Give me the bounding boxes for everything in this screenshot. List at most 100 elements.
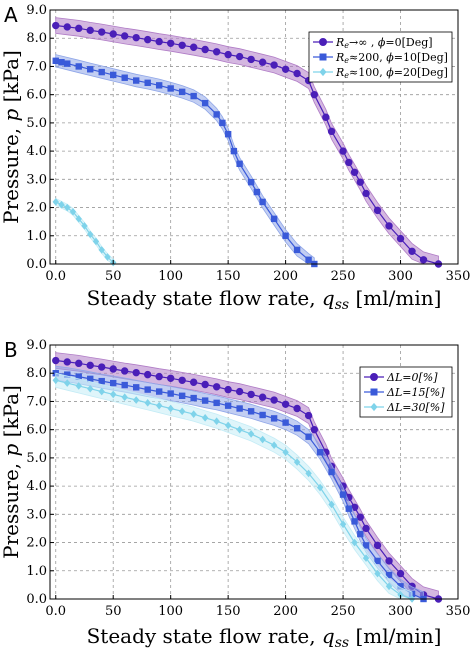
marker-diamond bbox=[121, 393, 128, 402]
y-tick-label: 8.0 bbox=[26, 31, 47, 46]
marker-circle bbox=[155, 372, 163, 381]
marker-circle bbox=[373, 541, 382, 550]
marker-square bbox=[52, 57, 59, 64]
marker-circle bbox=[235, 52, 244, 61]
marker-diamond bbox=[75, 382, 82, 390]
marker-square bbox=[339, 491, 347, 498]
marker-circle bbox=[121, 32, 129, 40]
y-tick-label: 4.0 bbox=[26, 144, 47, 159]
marker-square bbox=[219, 119, 226, 127]
marker-square bbox=[328, 468, 335, 476]
marker-diamond bbox=[374, 569, 381, 578]
marker-square bbox=[397, 583, 404, 590]
marker-diamond bbox=[236, 425, 243, 434]
marker-circle bbox=[293, 69, 301, 78]
marker-circle bbox=[396, 234, 405, 243]
legend-entry: ΔL=15[%] bbox=[364, 386, 445, 399]
marker-square bbox=[224, 402, 232, 409]
marker-circle bbox=[86, 26, 94, 35]
y-tick-label: 8.0 bbox=[26, 366, 47, 381]
marker-square bbox=[270, 415, 278, 422]
marker-square bbox=[155, 388, 163, 395]
marker-square bbox=[58, 59, 65, 66]
marker-circle bbox=[109, 30, 117, 38]
marker-circle bbox=[75, 359, 83, 368]
marker-diamond bbox=[351, 538, 358, 547]
marker-square bbox=[213, 399, 220, 407]
marker-square bbox=[362, 542, 370, 549]
x-tick-label: 200 bbox=[273, 604, 298, 619]
series-1 bbox=[52, 352, 443, 603]
marker-square bbox=[293, 425, 301, 432]
marker-diamond bbox=[52, 198, 59, 206]
marker-square bbox=[316, 449, 324, 456]
x-tick-label: 300 bbox=[388, 269, 413, 284]
y-tick-label: 9.0 bbox=[26, 3, 47, 18]
marker-circle bbox=[356, 513, 365, 521]
x-tick-label: 150 bbox=[216, 269, 241, 284]
legend-entry: ΔL=30[%] bbox=[364, 401, 445, 414]
x-tick-label: 250 bbox=[331, 269, 356, 284]
marker-circle bbox=[201, 380, 209, 389]
panel-B: B 0.0 50 100 150 200 250 300 350 0.0 1.0 2.0 3.0 4.0 5… bbox=[0, 338, 470, 651]
marker-circle bbox=[63, 358, 71, 366]
marker-square bbox=[213, 111, 220, 118]
marker-circle bbox=[52, 356, 60, 365]
marker-diamond bbox=[155, 401, 163, 410]
marker-circle bbox=[235, 387, 244, 396]
marker-diamond bbox=[397, 590, 404, 599]
marker-circle bbox=[212, 383, 221, 391]
marker-diamond bbox=[316, 483, 324, 492]
marker-square bbox=[121, 381, 128, 389]
marker-diamond bbox=[247, 430, 255, 438]
y-axis-label: Pressure, p [kPa] bbox=[0, 385, 23, 559]
marker-diamond bbox=[98, 387, 105, 396]
marker-circle bbox=[155, 37, 163, 46]
marker-square bbox=[121, 74, 128, 81]
marker-circle bbox=[345, 158, 353, 167]
marker-circle bbox=[247, 55, 255, 64]
x-tick-label: 0.0 bbox=[45, 604, 66, 619]
marker-square bbox=[98, 377, 105, 385]
marker-square bbox=[110, 379, 117, 387]
marker-diamond bbox=[87, 230, 94, 239]
plot-frame bbox=[49, 9, 459, 265]
marker-diamond bbox=[178, 407, 186, 416]
x-axis-label: Steady state flow rate, qss [ml/min] bbox=[87, 624, 442, 651]
marker-circle bbox=[385, 557, 393, 565]
y-axis-label: Pressure, p [kPa] bbox=[0, 50, 23, 224]
marker-square bbox=[385, 571, 393, 579]
marker-diamond bbox=[132, 396, 140, 404]
series-line bbox=[55, 60, 315, 265]
marker-circle bbox=[385, 222, 393, 230]
marker-circle bbox=[270, 61, 278, 69]
marker-circle bbox=[281, 65, 290, 73]
marker-circle bbox=[98, 363, 106, 371]
marker-diamond bbox=[282, 448, 289, 457]
series-band bbox=[55, 54, 315, 265]
legend-entry: ΔL=0[%] bbox=[364, 371, 438, 384]
x-ticks: 0.0 50 100 150 200 250 300 350 bbox=[45, 595, 470, 619]
series-3 bbox=[52, 197, 117, 267]
marker-square bbox=[201, 397, 209, 404]
marker-circle bbox=[52, 21, 60, 30]
marker-circle bbox=[166, 39, 175, 48]
marker-diamond bbox=[69, 207, 77, 216]
marker-circle bbox=[362, 189, 370, 198]
marker-square bbox=[259, 411, 266, 419]
x-tick-label: 150 bbox=[216, 604, 241, 619]
series-1 bbox=[52, 17, 443, 268]
marker-square bbox=[132, 77, 140, 84]
marker-diamond bbox=[75, 215, 82, 223]
marker-square bbox=[224, 130, 232, 138]
marker-diamond bbox=[58, 200, 65, 209]
marker-square bbox=[144, 79, 151, 87]
marker-square bbox=[110, 71, 117, 79]
marker-square bbox=[178, 392, 186, 399]
marker-circle bbox=[281, 400, 290, 408]
marker-square bbox=[293, 246, 301, 254]
marker-square bbox=[167, 390, 174, 397]
x-tick-label: 250 bbox=[331, 604, 356, 619]
y-tick-label: 2.0 bbox=[26, 201, 47, 216]
